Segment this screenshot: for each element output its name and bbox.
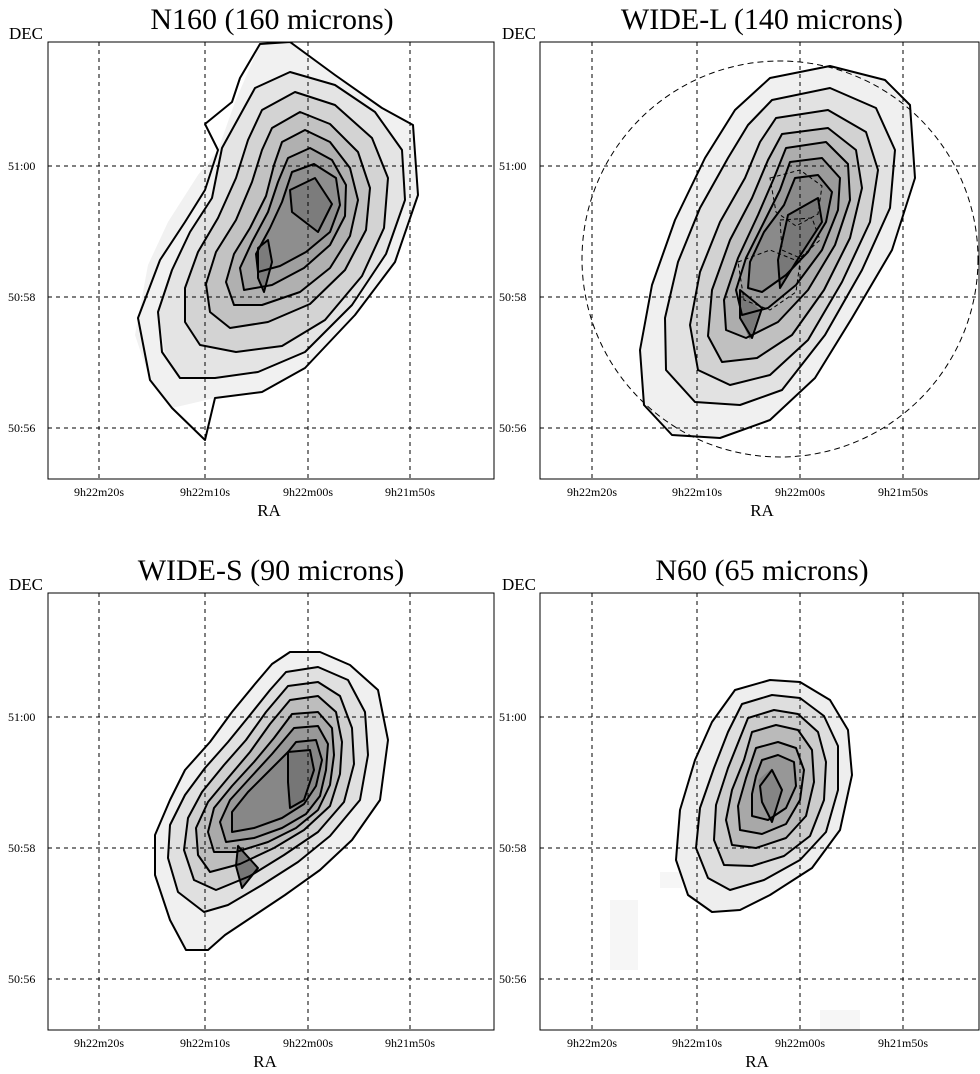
wide-s-xtick-4: 9h21m50s xyxy=(385,1036,435,1050)
n60-ytick-5058: 50:58 xyxy=(499,841,526,855)
n160-ytick-5058: 50:58 xyxy=(8,290,35,304)
panel-wide-l: WIDE-L (140 microns) DEC 51:00 50:58 50:… xyxy=(499,3,980,520)
n60-title: N60 (65 microns) xyxy=(655,554,868,587)
wide-l-ytick-5056: 50:56 xyxy=(499,421,526,435)
n60-xtick-4: 9h21m50s xyxy=(878,1036,928,1050)
wide-l-frame xyxy=(539,41,980,480)
wide-s-ytick-5100: 51:00 xyxy=(8,710,35,724)
panel-n60: N60 (65 microns) DEC 51:00 50:58 50:56 9… xyxy=(499,554,980,1071)
wide-l-aperture-circle xyxy=(581,60,979,458)
wide-l-xtick-2: 9h22m10s xyxy=(672,485,722,499)
n160-ylabel: DEC xyxy=(9,24,43,43)
n60-xtick-3: 9h22m00s xyxy=(775,1036,825,1050)
n60-ytick-5100: 51:00 xyxy=(499,710,526,724)
wide-l-xlabel: RA xyxy=(750,501,774,520)
n160-image xyxy=(135,42,419,441)
wide-l-ytick-5058: 50:58 xyxy=(499,290,526,304)
wide-l-grid xyxy=(540,42,980,479)
n60-ylabel: DEC xyxy=(502,575,536,594)
wide-s-xlabel: RA xyxy=(253,1052,277,1071)
n60-xlabel: RA xyxy=(745,1052,769,1071)
wide-s-xtick-1: 9h22m20s xyxy=(74,1036,124,1050)
wide-s-title: WIDE-S (90 microns) xyxy=(138,554,405,587)
n160-grid xyxy=(48,42,494,479)
wide-l-xtick-1: 9h22m20s xyxy=(567,485,617,499)
panel-wide-s: WIDE-S (90 microns) DEC 51:00 50:58 50:5… xyxy=(8,554,495,1071)
n160-xtick-1: 9h22m20s xyxy=(74,485,124,499)
n160-frame xyxy=(47,41,495,480)
wide-s-ytick-5058: 50:58 xyxy=(8,841,35,855)
panel-n160: N160 (160 microns) DEC 51:00 50:58 50:56… xyxy=(8,3,495,520)
n60-ytick-5056: 50:56 xyxy=(499,972,526,986)
n160-xtick-3: 9h22m00s xyxy=(283,485,333,499)
wide-s-ylabel: DEC xyxy=(9,575,43,594)
wide-l-xtick-3: 9h22m00s xyxy=(775,485,825,499)
n60-frame xyxy=(539,592,980,1031)
wide-s-ytick-5056: 50:56 xyxy=(8,972,35,986)
wide-s-fill xyxy=(155,652,388,950)
n60-background-noise xyxy=(610,872,860,1030)
n60-grid xyxy=(540,593,980,1030)
n60-fill xyxy=(676,680,852,912)
wide-l-ytick-5100: 51:00 xyxy=(499,159,526,173)
n160-title: N160 (160 microns) xyxy=(150,3,393,36)
wide-s-contours xyxy=(154,651,389,951)
n160-contours xyxy=(137,42,419,441)
n60-image xyxy=(610,679,860,1030)
wide-l-xtick-4: 9h21m50s xyxy=(878,485,928,499)
wide-l-ylabel: DEC xyxy=(502,24,536,43)
n160-xtick-2: 9h22m10s xyxy=(180,485,230,499)
n160-xlabel: RA xyxy=(257,501,281,520)
n60-xtick-1: 9h22m20s xyxy=(567,1036,617,1050)
wide-l-title: WIDE-L (140 microns) xyxy=(621,3,903,36)
n60-contours xyxy=(675,679,853,913)
wide-l-image xyxy=(581,60,979,458)
wide-s-xtick-2: 9h22m10s xyxy=(180,1036,230,1050)
wide-s-frame xyxy=(47,592,495,1031)
wide-s-image xyxy=(154,651,389,951)
n160-ytick-5100: 51:00 xyxy=(8,159,35,173)
wide-s-xtick-3: 9h22m00s xyxy=(283,1036,333,1050)
wide-l-contours xyxy=(639,65,916,439)
n160-fill xyxy=(135,42,418,408)
n160-xtick-4: 9h21m50s xyxy=(385,485,435,499)
n160-ytick-5056: 50:56 xyxy=(8,421,35,435)
wide-s-grid xyxy=(48,593,494,1030)
n60-xtick-2: 9h22m10s xyxy=(672,1036,722,1050)
